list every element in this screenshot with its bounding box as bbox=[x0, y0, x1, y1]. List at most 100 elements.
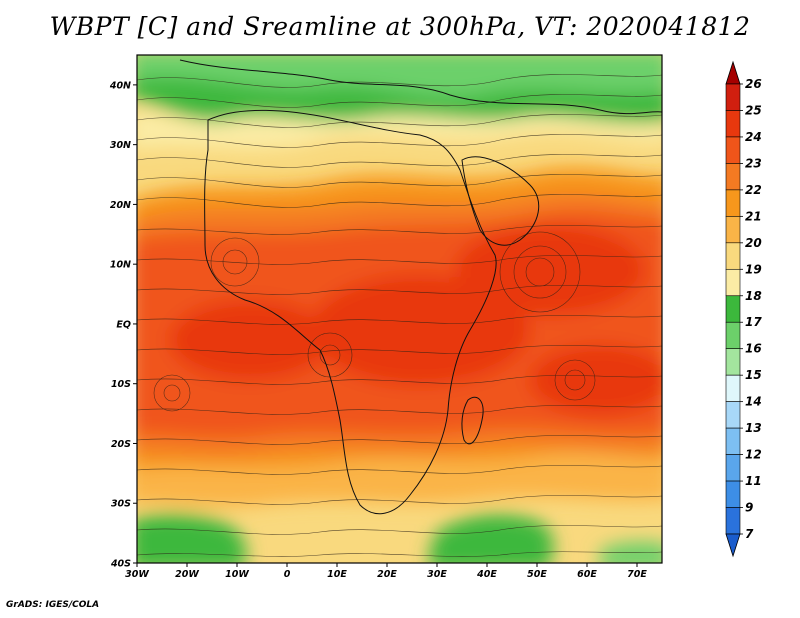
colorbar-label: 9 bbox=[745, 501, 753, 515]
vortex bbox=[319, 344, 341, 366]
lat-tick-label: 10N bbox=[110, 260, 131, 271]
colorbar-label: 11 bbox=[745, 474, 762, 488]
colorbar-label: 25 bbox=[745, 103, 762, 117]
colorbar-segment bbox=[725, 401, 741, 429]
colorbar-segment bbox=[725, 480, 741, 508]
colorbar-segment bbox=[725, 295, 741, 323]
lat-tick-label: 10S bbox=[111, 379, 131, 390]
colorbar-label: 17 bbox=[745, 315, 762, 329]
vortex bbox=[153, 374, 191, 412]
field-south-green-west bbox=[137, 513, 247, 563]
lon-tick-label: 10W bbox=[225, 569, 249, 580]
colorbar: 26 25 24 23 22 21 20 19 18 17 16 15 14 13 12 11 9 7 bbox=[725, 60, 762, 558]
lat-axis: 40N 30N 20N 10N EQ 10S 20S 30S 40S bbox=[109, 80, 137, 570]
streamlines bbox=[137, 74, 662, 557]
colorbar-segment bbox=[725, 374, 741, 402]
colorbar-segment bbox=[725, 83, 741, 111]
colorbar-label: 21 bbox=[745, 209, 762, 223]
arabia-coast bbox=[461, 156, 540, 246]
streamline bbox=[137, 94, 662, 108]
lat-tick-label: EQ bbox=[116, 319, 131, 330]
colorbar-segment bbox=[725, 321, 741, 350]
lon-tick-label: 60E bbox=[577, 569, 597, 580]
field-north-yellow bbox=[137, 110, 662, 150]
lon-tick-label: 40E bbox=[476, 569, 497, 580]
field-south-green-east bbox=[600, 541, 662, 563]
colorbar-label: 18 bbox=[745, 289, 762, 303]
europe-coast bbox=[179, 59, 662, 115]
colorbar-top-arrow bbox=[725, 60, 741, 85]
map-title: WBPT [C] and Sreamline at 300hPa, VT: 20… bbox=[49, 12, 751, 41]
streamline bbox=[137, 525, 662, 535]
lat-tick-label: 20S bbox=[111, 439, 131, 450]
streamline bbox=[137, 551, 662, 557]
lon-tick-label: 10E bbox=[327, 569, 347, 580]
vortex bbox=[499, 231, 581, 313]
vortex bbox=[525, 257, 555, 287]
streamline bbox=[137, 315, 662, 325]
colorbar-label: 14 bbox=[745, 395, 762, 409]
lat-tick-label: 20N bbox=[110, 200, 131, 211]
colorbar-label: 23 bbox=[745, 156, 762, 170]
streamline bbox=[137, 114, 662, 128]
africa-coast bbox=[204, 109, 497, 515]
vortex bbox=[513, 245, 567, 299]
field-south-orange bbox=[137, 451, 662, 507]
colorbar-segment bbox=[725, 110, 741, 138]
credit-text: GrADS: IGES/COLA bbox=[6, 600, 100, 610]
wbpt-shading bbox=[137, 55, 662, 563]
colorbar-segment bbox=[725, 348, 741, 376]
streamline bbox=[137, 375, 662, 385]
streamline bbox=[137, 465, 662, 475]
vortex bbox=[554, 359, 596, 401]
colorbar-segment bbox=[725, 454, 741, 482]
colorbar-label: 19 bbox=[745, 262, 762, 276]
colorbar-label: 16 bbox=[745, 342, 762, 356]
madagascar-coast bbox=[461, 396, 484, 445]
coastlines bbox=[179, 59, 662, 515]
field-south-green-center bbox=[429, 514, 554, 563]
lat-tick-label: 40S bbox=[110, 559, 131, 570]
streamline bbox=[137, 74, 662, 88]
colorbar-label: 22 bbox=[745, 183, 762, 197]
colorbar-segment bbox=[725, 136, 741, 164]
colorbar-segment bbox=[725, 163, 741, 191]
colorbar-label: 24 bbox=[745, 130, 762, 144]
colorbar-label: 15 bbox=[745, 368, 762, 382]
lon-tick-label: 20W bbox=[175, 569, 199, 580]
colorbar-segment bbox=[725, 507, 741, 535]
lat-tick-label: 30S bbox=[111, 499, 131, 510]
lon-tick-label: 70E bbox=[627, 569, 647, 580]
colorbar-label: 7 bbox=[745, 527, 754, 541]
lat-tick-label: 30N bbox=[110, 140, 131, 151]
colorbar-segment bbox=[725, 189, 741, 217]
vortex bbox=[210, 237, 260, 287]
streamline bbox=[137, 194, 662, 208]
streamline bbox=[137, 495, 662, 505]
streamline bbox=[137, 345, 662, 355]
streamline bbox=[137, 435, 662, 445]
colorbar-label: 12 bbox=[745, 448, 762, 462]
colorbar-label: 13 bbox=[745, 421, 762, 435]
lon-tick-label: 30E bbox=[427, 569, 447, 580]
streamline bbox=[137, 285, 662, 295]
colorbar-segment bbox=[725, 268, 741, 297]
lat-tick-label: 40N bbox=[109, 80, 131, 91]
streamline bbox=[137, 405, 662, 415]
vortex bbox=[222, 249, 248, 275]
field-core-center bbox=[310, 275, 530, 385]
streamline bbox=[137, 255, 662, 265]
colorbar-segment bbox=[725, 216, 741, 244]
streamline bbox=[137, 174, 662, 188]
colorbar-label: 26 bbox=[745, 77, 762, 91]
vortex bbox=[564, 369, 586, 391]
plot-frame bbox=[136, 54, 663, 564]
colorbar-segment bbox=[725, 427, 741, 455]
field-core-west bbox=[170, 300, 330, 380]
colorbar-bottom-arrow bbox=[725, 533, 741, 558]
colorbar-segment bbox=[725, 242, 741, 270]
streamline bbox=[137, 134, 662, 148]
field-core-east bbox=[455, 225, 645, 315]
lon-tick-label: 0 bbox=[284, 569, 291, 580]
